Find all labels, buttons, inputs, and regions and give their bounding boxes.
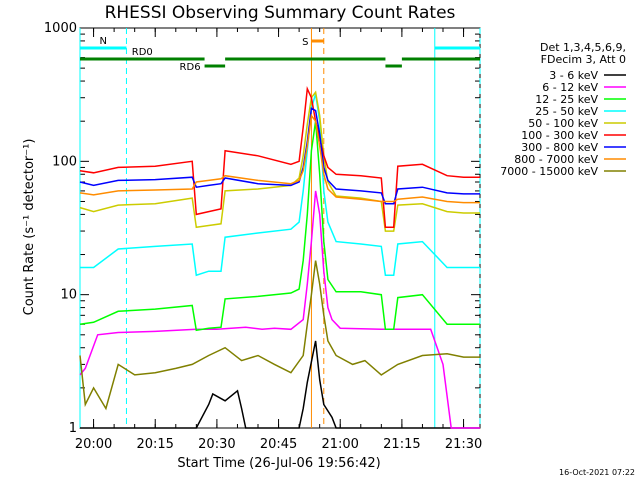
series-line — [79, 260, 480, 411]
legend-entry: 7000 - 15000 keV — [500, 165, 598, 178]
x-tick-label: 20:15 — [136, 437, 173, 452]
annotation-label: RD0 — [132, 47, 153, 58]
legend-header: Det 1,3,4,5,6,9, — [540, 41, 626, 54]
legend-entry: 3 - 6 keV — [549, 69, 598, 82]
y-tick-label: 100 — [52, 154, 77, 169]
annotation-label: N — [99, 36, 106, 47]
y-tick-label: 1000 — [44, 21, 77, 36]
legend-entry: 6 - 12 keV — [542, 81, 598, 94]
series-line — [80, 340, 480, 429]
series-line — [79, 190, 480, 429]
legend-entry: 50 - 100 keV — [528, 117, 598, 130]
legend-entry: 25 - 50 keV — [535, 105, 598, 118]
chart-title: RHESSI Observing Summary Count Rates — [105, 3, 456, 23]
plot-area: 1 10 100 1000 20:00 20:15 20:30 20:45 21:00 21:15… — [44, 21, 626, 452]
legend-entry: 12 - 25 keV — [535, 93, 598, 106]
series-line — [79, 86, 480, 229]
series-line — [79, 121, 480, 332]
legend-header: FDecim 3, Att 0 — [541, 53, 626, 66]
date-stamp: 16-Oct-2021 07:22 — [559, 468, 635, 477]
series-line — [79, 113, 480, 204]
legend-entry: 300 - 800 keV — [521, 141, 598, 154]
x-tick-label: 20:30 — [198, 437, 235, 452]
y-tick-label: 1 — [69, 421, 77, 436]
y-tick-label: 10 — [60, 288, 77, 303]
legend-entry: 800 - 7000 keV — [514, 153, 598, 166]
x-tick-label: 20:45 — [260, 437, 297, 452]
annotation-label: RD6 — [180, 62, 201, 73]
x-tick-label: 21:00 — [321, 437, 358, 452]
annotation-label: S — [302, 37, 308, 48]
x-axis-label: Start Time (26-Jul-06 19:56:42) — [177, 456, 380, 471]
y-axis-label: Count Rate (s⁻¹ detector⁻¹) — [22, 139, 37, 316]
x-tick-label: 20:00 — [75, 437, 112, 452]
x-tick-label: 21:30 — [445, 437, 482, 452]
legend-entry: 100 - 300 keV — [521, 129, 598, 142]
x-tick-label: 21:15 — [383, 437, 420, 452]
